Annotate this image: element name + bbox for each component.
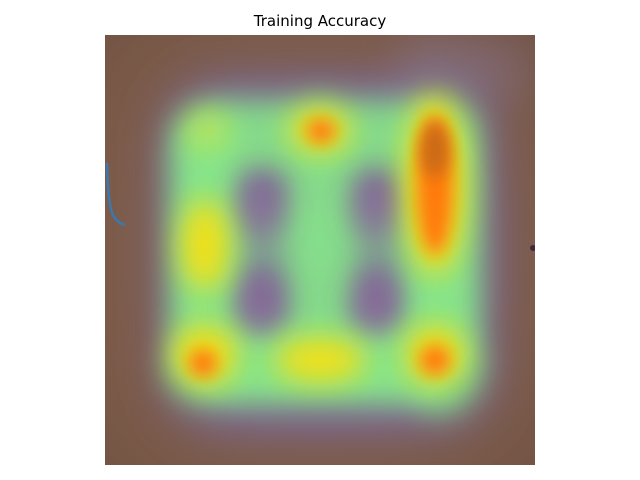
dark-dot-mark [530,245,535,251]
heatmap-overlay-image [105,35,535,465]
blue-stroke-mark [105,162,126,227]
heatmap-image [105,35,535,465]
plot-title: Training Accuracy [253,12,387,30]
vignette [105,35,535,465]
